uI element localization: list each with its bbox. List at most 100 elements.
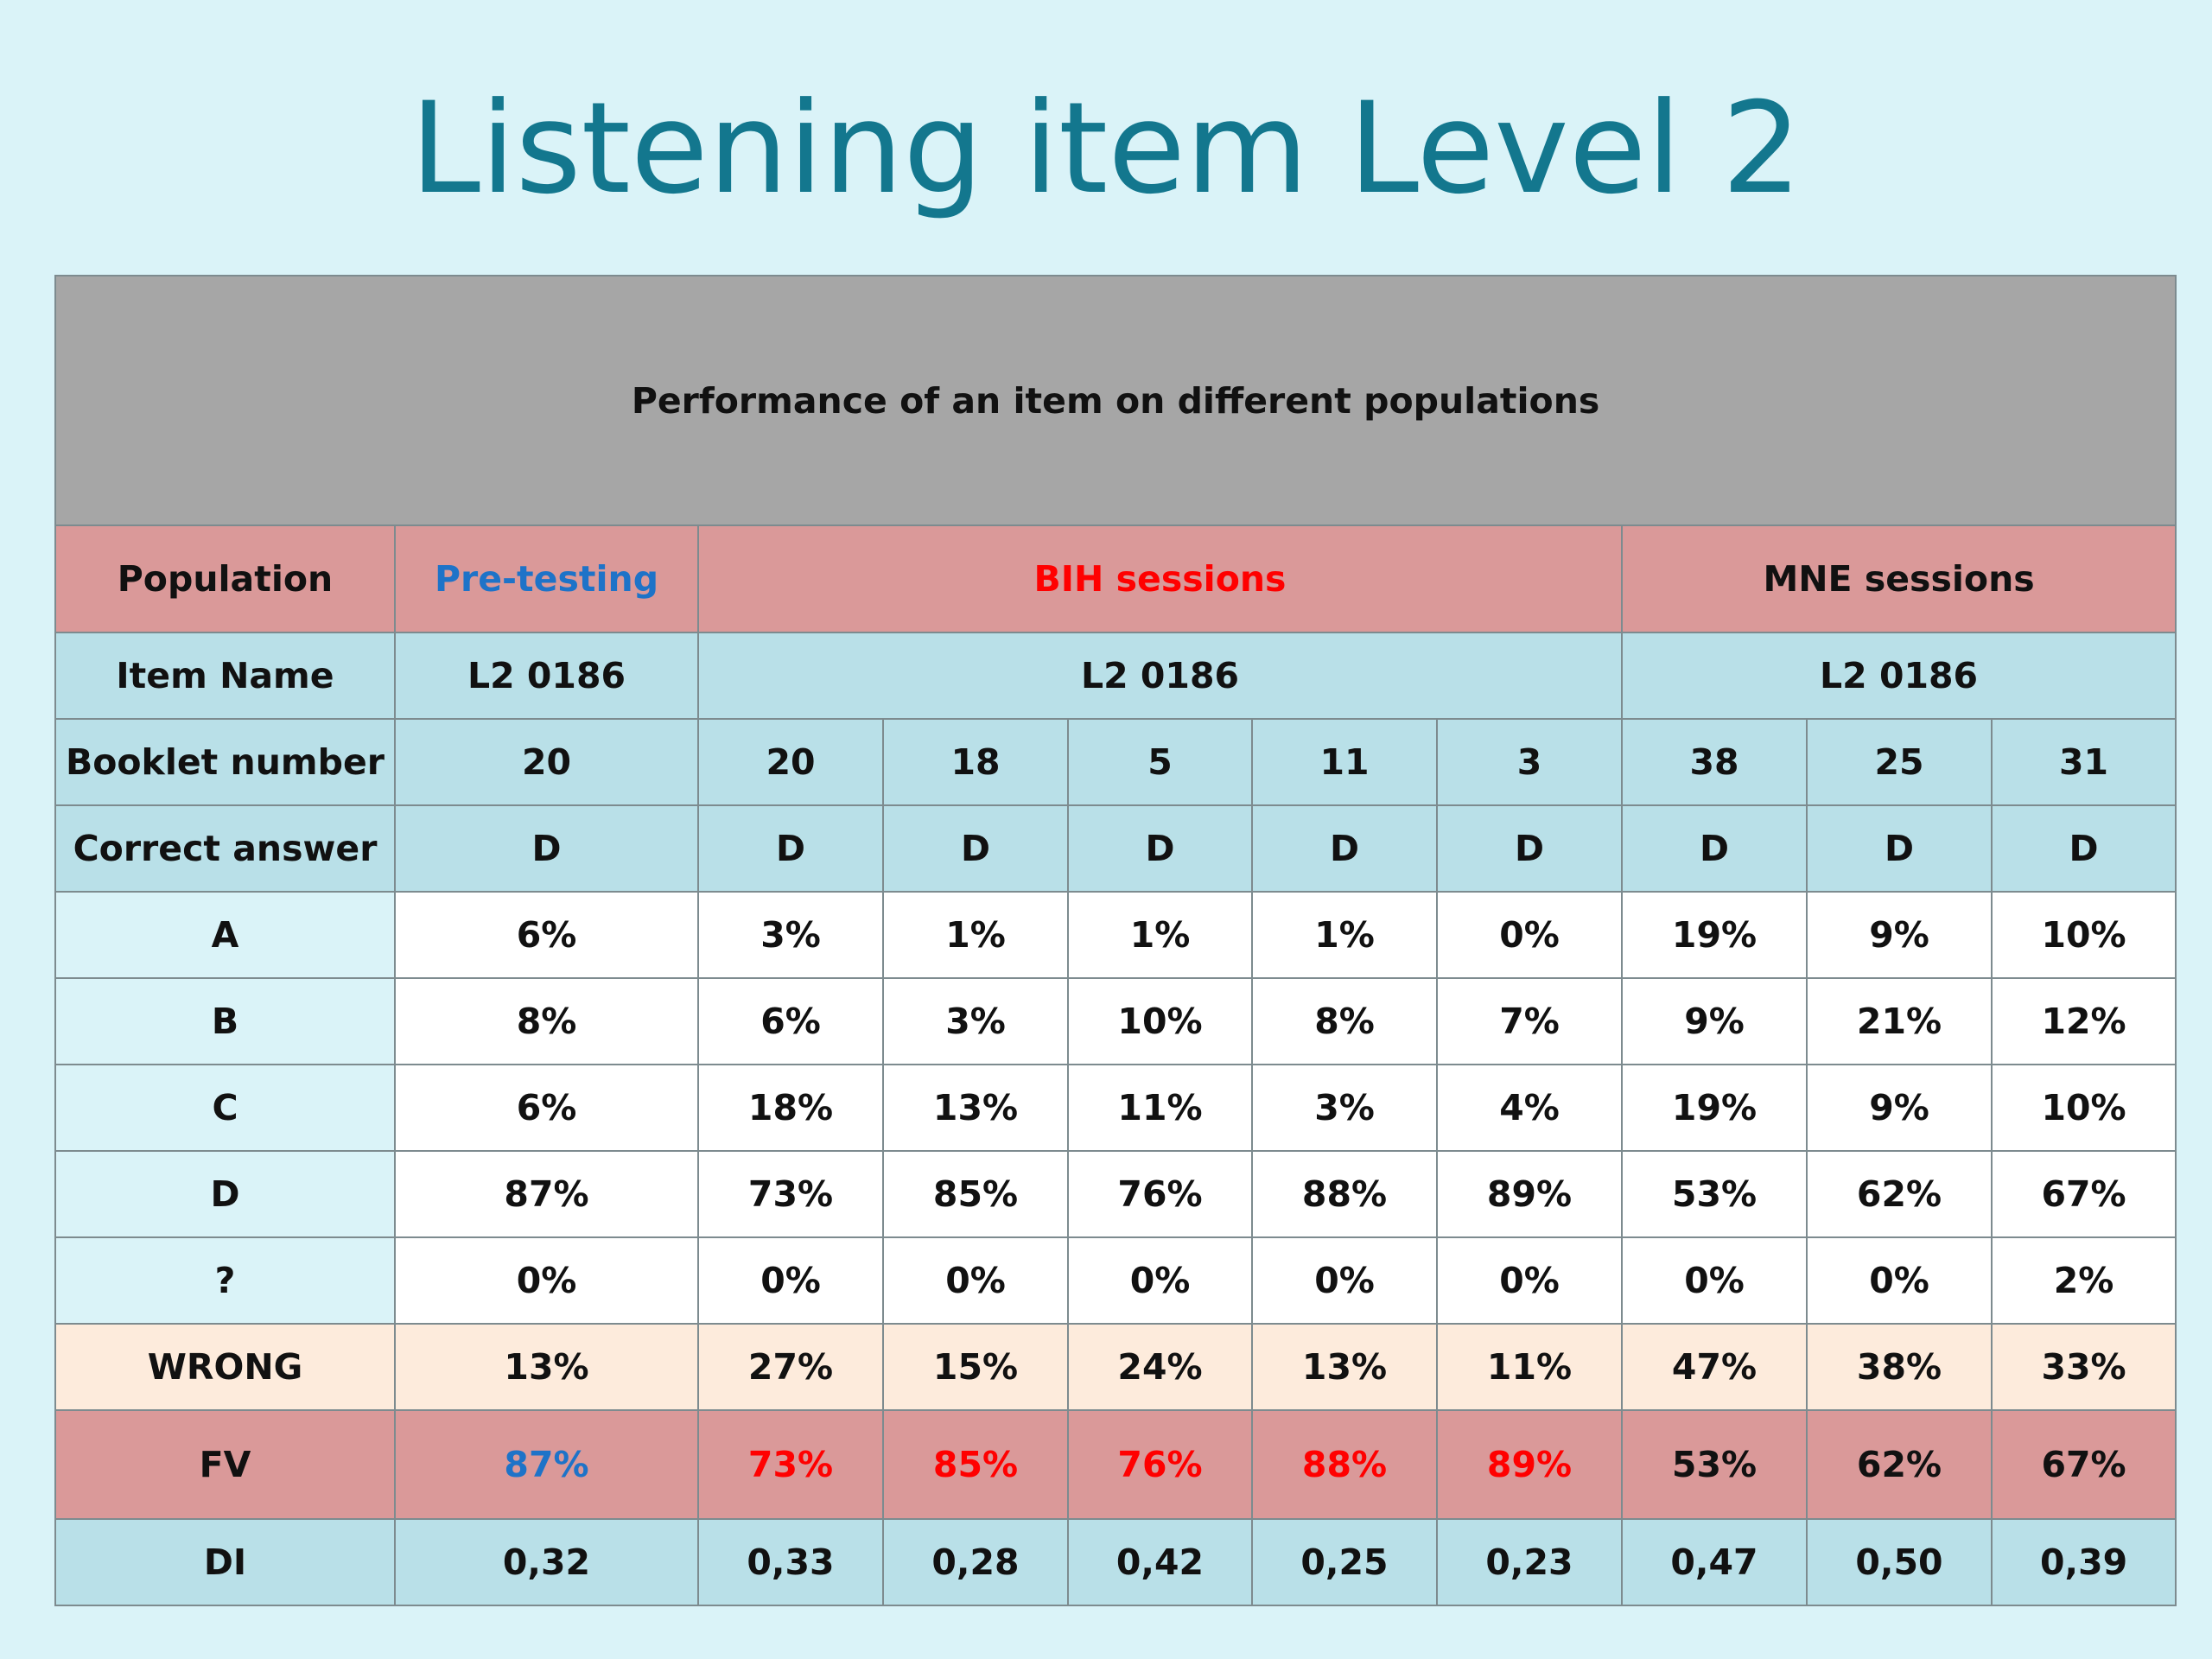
- table-cell: 88%: [1251, 1409, 1438, 1520]
- option-c-row: C 6% 18% 13% 11% 3% 4% 19% 9% 10%: [54, 1064, 2177, 1152]
- table-cell: 89%: [1436, 1150, 1623, 1238]
- table-cell: 31: [1990, 718, 2177, 806]
- table-cell: 38: [1621, 718, 1808, 806]
- table-cell: 89%: [1436, 1409, 1623, 1520]
- item-name-pretesting: L2 0186: [394, 632, 699, 720]
- table-cell: 6%: [394, 1064, 699, 1152]
- table-cell: 0%: [1436, 891, 1623, 979]
- table-cell: 0%: [697, 1236, 884, 1325]
- row-label: C: [54, 1064, 396, 1152]
- table-cell: 3%: [1251, 1064, 1438, 1152]
- option-b-row: B 8% 6% 3% 10% 8% 7% 9% 21% 12%: [54, 977, 2177, 1065]
- table-cell: 0,47: [1621, 1518, 1808, 1606]
- table-cell: 0%: [882, 1236, 1069, 1325]
- option-d-row: D 87% 73% 85% 76% 88% 89% 53% 62% 67%: [54, 1150, 2177, 1238]
- table-cell: 13%: [882, 1064, 1069, 1152]
- table-cell: 85%: [882, 1150, 1069, 1238]
- table-cell: 1%: [1251, 891, 1438, 979]
- item-name-bih: L2 0186: [697, 632, 1623, 720]
- table-cell: 0%: [1067, 1236, 1253, 1325]
- bih-sessions-header: BIH sessions: [697, 524, 1623, 633]
- correct-answer-row: Correct answer D D D D D D D D D: [54, 804, 2177, 893]
- table-cell: 25: [1806, 718, 1993, 806]
- row-label: D: [54, 1150, 396, 1238]
- table-cell: 67%: [1990, 1150, 2177, 1238]
- population-row: Population Pre-testing BIH sessions MNE …: [54, 524, 2177, 633]
- table-cell: 76%: [1067, 1150, 1253, 1238]
- table-cell: 10%: [1990, 1064, 2177, 1152]
- item-name-label: Item Name: [54, 632, 396, 720]
- table-cell: 9%: [1806, 891, 1993, 979]
- table-cell: 85%: [882, 1409, 1069, 1520]
- table-cell: 13%: [394, 1323, 699, 1411]
- table-cell: 1%: [882, 891, 1069, 979]
- table-cell: 7%: [1436, 977, 1623, 1065]
- table-cell: 20: [697, 718, 884, 806]
- slide-title: Listening item Level 2: [410, 75, 1802, 222]
- table-cell: 62%: [1806, 1409, 1993, 1520]
- table-cell: 76%: [1067, 1409, 1253, 1520]
- table-cell: 15%: [882, 1323, 1069, 1411]
- table-cell: 3: [1436, 718, 1623, 806]
- table-cell: 11%: [1436, 1323, 1623, 1411]
- table-cell: 88%: [1251, 1150, 1438, 1238]
- item-name-row: Item Name L2 0186 L2 0186 L2 0186: [54, 632, 2177, 720]
- table-cell: D: [697, 804, 884, 893]
- table-cell: 10%: [1067, 977, 1253, 1065]
- table-cell: 24%: [1067, 1323, 1253, 1411]
- table-cell: 0,25: [1251, 1518, 1438, 1606]
- table-cell: 20: [394, 718, 699, 806]
- table-cell: 0%: [394, 1236, 699, 1325]
- population-label: Population: [54, 524, 396, 633]
- table-cell: 0,28: [882, 1518, 1069, 1606]
- table-cell: 0%: [1806, 1236, 1993, 1325]
- table-banner: Performance of an item on different popu…: [54, 275, 2177, 526]
- table-cell: D: [1990, 804, 2177, 893]
- table-cell: D: [1806, 804, 1993, 893]
- table-cell: 3%: [882, 977, 1069, 1065]
- table-cell: 27%: [697, 1323, 884, 1411]
- table-cell: 9%: [1806, 1064, 1993, 1152]
- table-cell: 0,33: [697, 1518, 884, 1606]
- row-label: FV: [54, 1409, 396, 1520]
- table-cell: 53%: [1621, 1409, 1808, 1520]
- table-cell: 73%: [697, 1409, 884, 1520]
- table-cell: 53%: [1621, 1150, 1808, 1238]
- table-cell: 2%: [1990, 1236, 2177, 1325]
- table-cell: 9%: [1621, 977, 1808, 1065]
- table-cell: 12%: [1990, 977, 2177, 1065]
- table-cell: 62%: [1806, 1150, 1993, 1238]
- table-cell: 21%: [1806, 977, 1993, 1065]
- row-label: Correct answer: [54, 804, 396, 893]
- table-cell: 10%: [1990, 891, 2177, 979]
- table-cell: 19%: [1621, 1064, 1808, 1152]
- table-cell: 47%: [1621, 1323, 1808, 1411]
- table-cell: D: [1436, 804, 1623, 893]
- table-cell: 18%: [697, 1064, 884, 1152]
- table-cell: 0,42: [1067, 1518, 1253, 1606]
- table-cell: 8%: [1251, 977, 1438, 1065]
- row-label: WRONG: [54, 1323, 396, 1411]
- option-a-row: A 6% 3% 1% 1% 1% 0% 19% 9% 10%: [54, 891, 2177, 979]
- item-performance-table: Performance of an item on different popu…: [54, 275, 2177, 1606]
- table-cell: 87%: [394, 1409, 699, 1520]
- table-cell: D: [1251, 804, 1438, 893]
- table-cell: 0,23: [1436, 1518, 1623, 1606]
- pretesting-header: Pre-testing: [394, 524, 699, 633]
- table-cell: 4%: [1436, 1064, 1623, 1152]
- table-cell: 33%: [1990, 1323, 2177, 1411]
- table-cell: 11%: [1067, 1064, 1253, 1152]
- table-cell: 13%: [1251, 1323, 1438, 1411]
- table-cell: 87%: [394, 1150, 699, 1238]
- table-cell: 1%: [1067, 891, 1253, 979]
- table-cell: 8%: [394, 977, 699, 1065]
- row-label: A: [54, 891, 396, 979]
- table-cell: D: [882, 804, 1069, 893]
- di-row: DI 0,32 0,33 0,28 0,42 0,25 0,23 0,47 0,…: [54, 1518, 2177, 1606]
- table-cell: 6%: [697, 977, 884, 1065]
- table-cell: 19%: [1621, 891, 1808, 979]
- wrong-row: WRONG 13% 27% 15% 24% 13% 11% 47% 38% 33…: [54, 1323, 2177, 1411]
- table-cell: 0,50: [1806, 1518, 1993, 1606]
- table-cell: D: [1067, 804, 1253, 893]
- table-cell: 73%: [697, 1150, 884, 1238]
